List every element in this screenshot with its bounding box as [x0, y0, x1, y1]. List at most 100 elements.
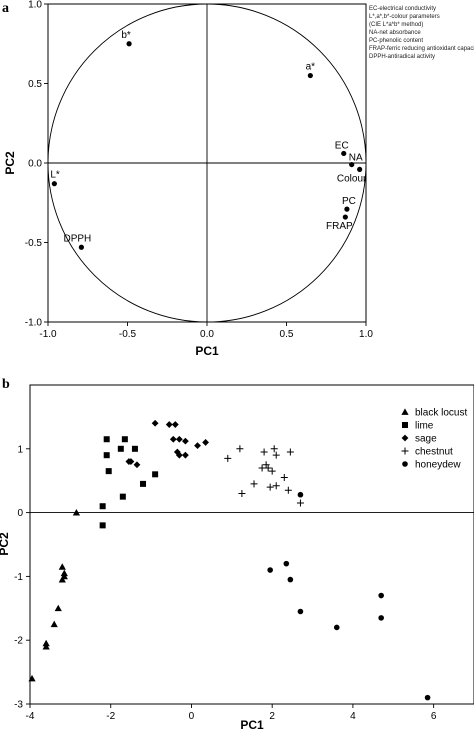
- point-chestnut: [284, 486, 292, 494]
- point-chestnut: [238, 489, 246, 497]
- legend-marker-chestnut: [401, 447, 409, 455]
- point-sage: [171, 421, 179, 428]
- point-sage: [182, 437, 189, 445]
- x-tick-label: -4: [26, 711, 35, 722]
- point-sage: [133, 461, 141, 469]
- loading-point: [349, 161, 355, 168]
- legend-label: chestnut: [415, 447, 453, 458]
- panel-b-x-axis-title: PC1: [240, 718, 264, 732]
- point-lime: [117, 445, 124, 452]
- point-lime: [99, 522, 106, 529]
- point-lime: [99, 503, 106, 510]
- point-honeydew: [378, 615, 384, 621]
- loading-point-label: b*: [121, 30, 131, 41]
- point-chestnut: [272, 482, 280, 490]
- point-sage: [202, 439, 209, 446]
- x-tick-label: 0.5: [280, 329, 294, 340]
- point-honeydew: [297, 491, 304, 498]
- abbreviation-note: EC-electrical conductivity: [369, 6, 436, 12]
- panel-b-plot-frame: [29, 384, 474, 705]
- point-black-locust: [28, 674, 36, 682]
- loading-point: [126, 41, 132, 47]
- abbreviation-note: NA-net absorbance: [369, 30, 421, 36]
- y-tick-label: 1.0: [28, 0, 42, 11]
- loading-point: [78, 244, 84, 250]
- legend-marker-lime: [402, 422, 408, 428]
- loading-point-label: L*: [50, 170, 60, 181]
- point-sage: [194, 442, 201, 450]
- loading-point: [357, 166, 363, 172]
- point-lime: [119, 493, 126, 500]
- point-chestnut: [270, 445, 278, 453]
- y-tick-label: 1: [17, 444, 23, 455]
- point-sage: [175, 451, 183, 459]
- legend-label: honeydew: [415, 460, 461, 471]
- point-chestnut: [286, 448, 294, 456]
- abbreviation-note: DPPH-antiradical activity: [369, 54, 435, 60]
- panel-a-letter: a: [2, 1, 9, 16]
- abbreviation-note: PC-phenolic content: [369, 38, 423, 44]
- point-lime: [152, 471, 159, 478]
- point-lime: [140, 480, 147, 487]
- legend-marker-black-locust: [401, 408, 409, 415]
- point-chestnut: [266, 483, 274, 491]
- x-tick-label: -0.5: [119, 329, 137, 340]
- y-tick-label: -1.0: [25, 318, 43, 329]
- point-lime: [103, 452, 110, 459]
- x-tick-label: 0.0: [200, 329, 214, 340]
- abbreviation-note: (CIE L*a*b* method): [369, 22, 423, 28]
- legend-label: sage: [415, 434, 437, 445]
- point-chestnut: [272, 451, 280, 459]
- point-black-locust: [60, 569, 68, 577]
- abbreviation-note: L*,a*,b*-colour parameters: [369, 14, 440, 20]
- point-black-locust: [54, 604, 62, 612]
- point-honeydew: [297, 608, 304, 615]
- loading-point: [341, 150, 347, 157]
- panel-b-pca-scores: b -4 -2 0 2 4 6 1 0 -1 -2 -3 black locust lime sage c…: [0, 377, 474, 732]
- point-honeydew: [267, 567, 273, 573]
- point-sage: [165, 421, 173, 428]
- point-sage: [151, 419, 159, 427]
- point-black-locust: [72, 509, 81, 516]
- y-tick-label: -0.5: [25, 238, 43, 249]
- point-lime: [121, 436, 128, 443]
- point-honeydew: [333, 624, 340, 631]
- loading-point-label: NA: [349, 153, 363, 164]
- point-sage: [182, 451, 189, 459]
- point-chestnut: [280, 474, 288, 482]
- point-black-locust: [42, 639, 50, 647]
- point-sage: [169, 435, 177, 443]
- point-chestnut: [264, 464, 272, 472]
- x-tick-label: 2: [269, 711, 275, 722]
- point-sage: [175, 435, 183, 443]
- abbreviation-note: FRAP-ferric reducing antioxidant capacit…: [369, 46, 474, 52]
- point-lime: [105, 468, 112, 475]
- x-tick-label: 4: [350, 711, 356, 722]
- y-tick-label: -2: [14, 636, 23, 647]
- point-honeydew: [424, 694, 431, 701]
- y-tick-label: -3: [14, 700, 23, 711]
- x-tick-label: -1.0: [39, 329, 57, 340]
- point-black-locust: [58, 563, 66, 570]
- point-honeydew: [287, 576, 294, 583]
- loading-point-label: PC: [342, 196, 356, 207]
- loading-point-label: FRAP: [326, 221, 353, 232]
- loading-point-label: EC: [335, 140, 349, 151]
- point-chestnut: [224, 454, 232, 462]
- point-chestnut: [258, 464, 266, 472]
- legend-marker-honeydew: [402, 461, 408, 467]
- point-black-locust: [50, 620, 58, 628]
- x-tick-label: 1.0: [359, 329, 373, 340]
- x-tick-label: 0: [189, 711, 195, 722]
- legend-label: lime: [415, 421, 434, 432]
- y-tick-label: -1: [14, 572, 23, 583]
- point-chestnut: [236, 445, 244, 453]
- loading-point-label: Colour: [337, 173, 367, 184]
- point-lime: [131, 445, 138, 452]
- panel-a-x-axis-title: PC1: [195, 344, 219, 358]
- x-tick-label: -2: [106, 711, 115, 722]
- point-sage: [127, 458, 135, 465]
- loading-point-label: a*: [306, 62, 316, 73]
- point-chestnut: [260, 448, 268, 456]
